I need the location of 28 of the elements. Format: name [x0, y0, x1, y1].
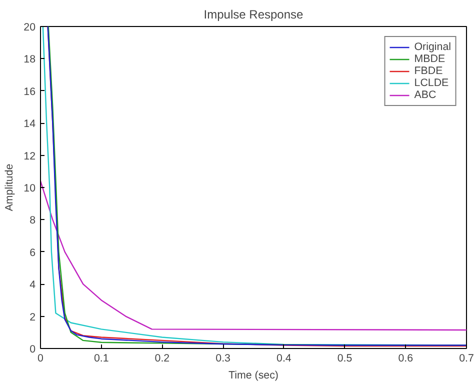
legend-label: MBDE [414, 53, 446, 65]
x-tick-label: 0.4 [276, 352, 292, 364]
y-tick-label: 20 [24, 22, 36, 34]
x-tick-label: 0.6 [398, 352, 414, 364]
x-axis-title: Time (sec) [228, 370, 278, 382]
y-tick-label: 0 [30, 344, 36, 356]
x-tick-label: 0.7 [459, 352, 474, 364]
legend-label: ABC [414, 89, 436, 101]
y-axis-title: Amplitude [4, 164, 16, 212]
y-tick-label: 8 [30, 214, 36, 227]
x-tick-label: 0.3 [216, 352, 231, 364]
x-tick-label: 0 [38, 352, 44, 364]
y-tick-label: 16 [24, 86, 36, 98]
y-tick-label: 12 [24, 150, 36, 162]
legend-label: FBDE [414, 65, 443, 77]
y-tick-label: 2 [30, 311, 36, 324]
legend-label: LCLDE [414, 77, 449, 89]
y-tick-label: 18 [24, 54, 36, 66]
chart-title: Impulse Response [204, 8, 304, 22]
x-tick-label: 0.2 [154, 352, 170, 364]
y-tick-label: 4 [30, 279, 36, 292]
y-tick-label: 6 [30, 246, 36, 259]
x-tick-label: 0.5 [337, 352, 352, 364]
line-series [40, 180, 466, 331]
legend-label: Original [414, 41, 451, 53]
y-tick-label: 14 [24, 118, 36, 130]
x-tick-label: 0.1 [94, 352, 109, 364]
y-tick-label: 10 [24, 182, 36, 194]
